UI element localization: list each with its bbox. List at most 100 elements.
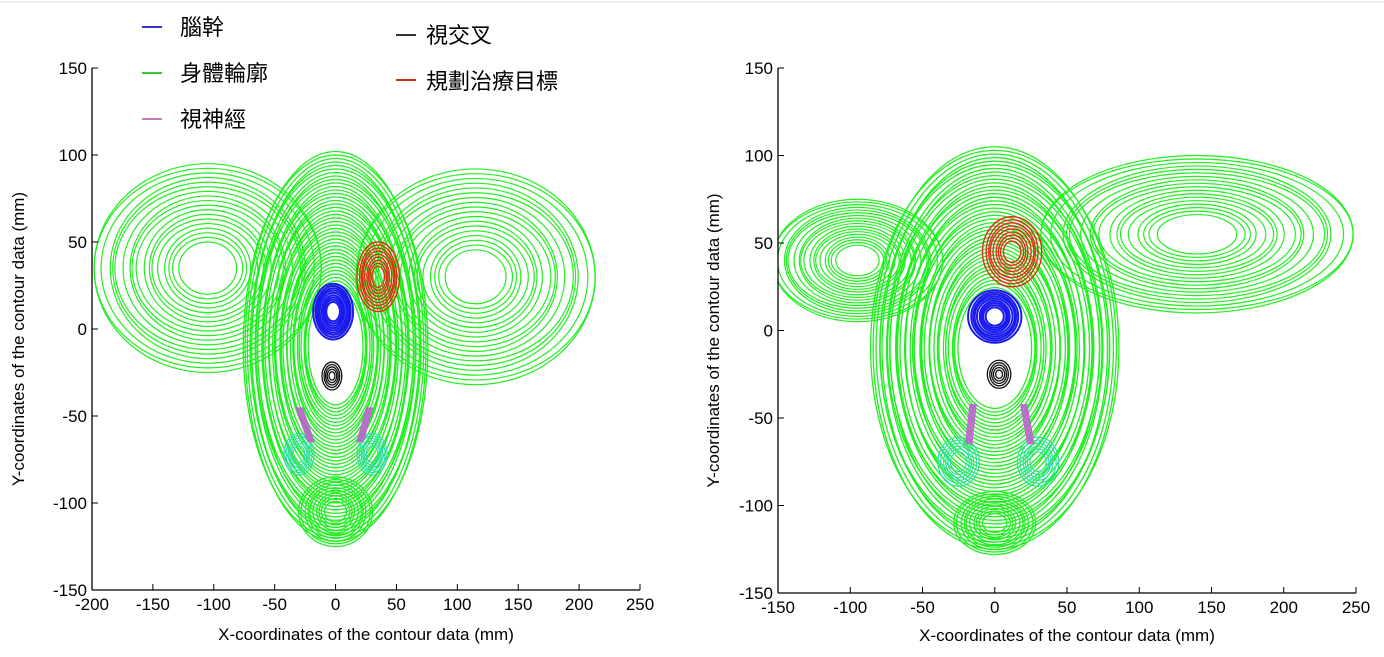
body-contour-shoulder-right-ring [1116, 193, 1278, 276]
optic-chiasm-contour-ring [323, 363, 341, 389]
optic-nerve-left-strand [969, 403, 976, 445]
planning-target-contour-ring [997, 234, 1027, 270]
eye-contour-right-ring [362, 440, 382, 469]
body-contour-shoulder-left-ring [129, 195, 286, 341]
eye-contour-left-ring [290, 442, 308, 466]
body-contour-head-ring [921, 225, 1069, 471]
body-contour-shoulder-right-ring [1080, 175, 1315, 293]
eye-contour-right [356, 432, 388, 476]
body-contour-shoulder-left-ring [787, 212, 928, 309]
optic-nerve-left-strand [965, 403, 971, 445]
body-contour-chin-ring [304, 481, 367, 542]
eye-contour-right-ring [1029, 451, 1047, 473]
x-tick-label: 100 [443, 595, 471, 614]
y-tick-label: 0 [78, 320, 87, 339]
body-contour-head-ring [899, 193, 1091, 503]
brainstem-contour-ring [322, 296, 345, 327]
body-contour-chin-ring [953, 490, 1037, 556]
eye-contour-left-ring [949, 451, 968, 473]
body-contour-shoulder-right-ring [375, 187, 577, 367]
body-contour-chin-ring [955, 493, 1034, 553]
x-tick-label: 50 [1058, 598, 1077, 617]
body-contour-shoulder-left-ring [131, 199, 285, 337]
legend: 腦幹 身體輪廓 視神經 視交叉 規劃治療目標 [142, 16, 558, 133]
body-contour-head-ring [292, 252, 379, 441]
body-contour-shoulder-left-ring [783, 206, 932, 315]
optic-chiasm-contour [321, 361, 343, 391]
contour-plot-right: -150 -100 -50 0 50 100 150 200 250 -150 -100 -50 0 50… [704, 59, 1370, 645]
eye-contour-left-ring [937, 436, 980, 487]
brainstem-contour-ring [320, 294, 346, 330]
y-tick-label: 50 [754, 234, 773, 253]
body-contour-head-ring [909, 207, 1080, 489]
y-axis-label: Y-coordinates of the contour data (mm) [704, 193, 723, 487]
body-contour-head-ring [951, 276, 1038, 420]
body-contour-shoulder-right-ring [1156, 213, 1238, 255]
optic-chiasm-contour-ring [992, 366, 1006, 382]
eye-contour-left [937, 436, 980, 487]
body-contour-head-ring [300, 273, 371, 420]
body-contour-shoulder-left-ring [778, 198, 944, 323]
body-contour-shoulder-right-ring [1098, 186, 1296, 283]
body-contour-chin-ring [969, 503, 1021, 543]
body-contour-head-ring [296, 262, 375, 430]
body-contour-shoulder-right-ring [1040, 158, 1354, 311]
body-contour-shoulder-right-ring [408, 215, 543, 338]
optic-nerve-right-strand [1025, 403, 1035, 445]
y-tick-label: -150 [739, 584, 773, 603]
body-contour-chin-ring [978, 510, 1012, 536]
body-contour-shoulder-right-ring [1040, 154, 1354, 314]
x-tick-label: -100 [833, 598, 867, 617]
brainstem-contour-ring [318, 291, 348, 332]
body-contour-shoulder-left-ring [143, 209, 272, 328]
body-contour-shoulder-left-ring [168, 232, 248, 305]
body-contour-head-ring [936, 250, 1053, 446]
body-contour-chin-ring [315, 492, 356, 531]
body-contour-shoulder-right-ring [1148, 210, 1246, 259]
body-contour-chin [953, 490, 1037, 556]
brainstem-contour-ring [975, 297, 1014, 336]
optic-nerve-left-strand [298, 407, 312, 443]
body-contour-chin-ring [323, 500, 348, 523]
eye-contour-left-ring [289, 440, 309, 469]
body-contour-shoulder-left-ring [164, 227, 252, 309]
planning-target-contour-ring [988, 222, 1037, 282]
brainstem-contour-ring [982, 304, 1008, 329]
body-contour-head-ring [913, 211, 1077, 485]
brainstem-contour-ring [967, 289, 1023, 344]
body-contour-head-ring [262, 189, 409, 504]
eye-contour-left-ring [939, 439, 978, 484]
body-contour-head-ring [268, 199, 403, 493]
optic-chiasm-contour-ring [321, 361, 343, 391]
y-tick-label: -50 [62, 407, 87, 426]
body-contour-head-ring [282, 234, 389, 458]
legend-label-optic-nerve: 視神經 [180, 108, 246, 133]
optic-nerve-right-strand [362, 407, 374, 443]
body-contour-chin-ring [300, 478, 371, 545]
eye-contour-right-ring [1019, 439, 1057, 484]
optic-chiasm-contour-ring [326, 368, 338, 384]
body-contour-shoulder-right-ring [1092, 182, 1302, 286]
body-contour-shoulder-right-ring [434, 239, 518, 314]
optic-nerve-left-strand [301, 407, 315, 443]
brainstem-contour-ring [316, 287, 351, 336]
optic-chiasm-contour-ring [994, 369, 1004, 380]
x-tick-label: 200 [1270, 598, 1298, 617]
body-contour-shoulder-right-ring [1109, 189, 1285, 279]
body-contour-head-ring [273, 217, 398, 476]
body-contour-chin-ring [297, 476, 374, 548]
body-contour-head-ring [242, 154, 429, 539]
body-contour-chin-ring [973, 505, 1017, 541]
optic-chiasm-contour-ring [986, 359, 1012, 389]
body-contour-shoulder-right-ring [1049, 161, 1345, 307]
body-contour-shoulder-left-ring [835, 244, 880, 277]
body-contour-chin-ring [309, 487, 362, 537]
body-contour-head-ring [261, 185, 410, 507]
optic-chiasm-contour-ring [328, 371, 336, 381]
x-tick-label: 50 [387, 595, 406, 614]
eye-contour-right-ring [356, 432, 388, 476]
body-contour-shoulder-left [93, 163, 322, 374]
planning-target-contour-ring [981, 216, 1043, 288]
body-contour-chin-ring [307, 484, 364, 540]
planning-target-contour-ring [999, 237, 1025, 267]
